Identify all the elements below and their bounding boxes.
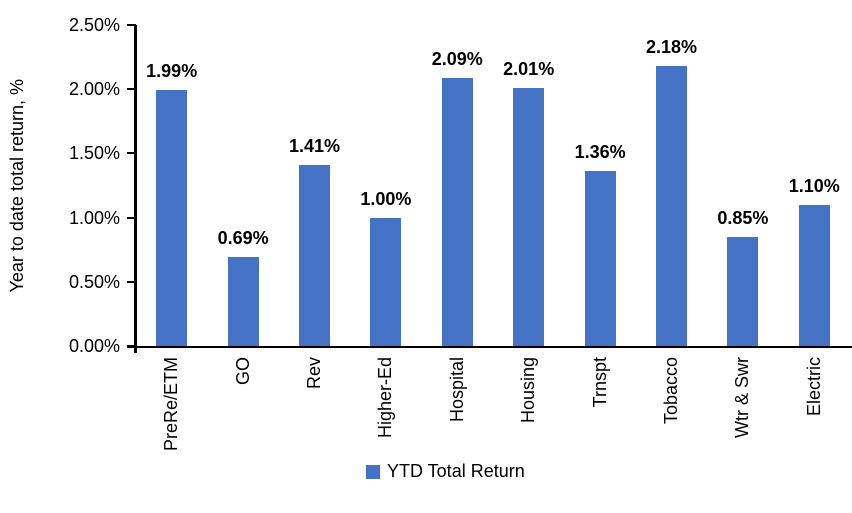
x-tick-label: Housing bbox=[518, 357, 539, 424]
bar-higher-ed bbox=[370, 217, 402, 346]
y-axis-line bbox=[134, 25, 137, 353]
bar-value-label: 2.18% bbox=[645, 37, 698, 58]
y-tick-mark bbox=[127, 24, 136, 26]
legend-label: YTD Total Return bbox=[387, 461, 525, 481]
y-tick-mark bbox=[127, 280, 136, 283]
y-tick-label: 0.50% bbox=[68, 271, 120, 292]
x-tick-label: Tobacco bbox=[661, 357, 681, 425]
bar-value-label: 0.69% bbox=[217, 228, 269, 249]
legend: YTD Total Return bbox=[366, 461, 525, 482]
bar-go bbox=[227, 257, 259, 346]
y-tick-label: 0.00% bbox=[68, 336, 120, 356]
x-tick-label: Rev bbox=[304, 357, 324, 390]
y-tick-label: 1.50% bbox=[68, 143, 120, 164]
y-axis-title-container: Year to date total return, % bbox=[2, 25, 32, 347]
x-tick-label: Electric bbox=[803, 357, 824, 417]
y-tick-mark bbox=[127, 216, 136, 219]
bar-value-label: 1.00% bbox=[360, 188, 412, 209]
bar-value-label: 1.99% bbox=[146, 61, 198, 82]
x-tick-label: Hospital bbox=[446, 357, 467, 423]
bar-housing bbox=[513, 87, 545, 346]
bar-hospital bbox=[441, 77, 473, 346]
y-tick-mark bbox=[127, 152, 136, 155]
bar-value-label: 1.10% bbox=[788, 175, 840, 196]
bar-value-label: 0.85% bbox=[717, 207, 769, 228]
y-tick-label: 2.50% bbox=[68, 15, 120, 35]
bar-value-label: 1.36% bbox=[574, 142, 626, 163]
bar-rev bbox=[299, 164, 330, 346]
x-tick-label: GO bbox=[232, 357, 253, 386]
x-tick-label: Higher-Ed bbox=[375, 357, 396, 439]
bar-trnspt bbox=[584, 171, 616, 346]
x-axis-line bbox=[127, 345, 852, 348]
plot-area bbox=[136, 25, 850, 346]
bar-value-label: 2.01% bbox=[503, 58, 555, 79]
x-tick-label: PreRe/ETM bbox=[161, 357, 182, 452]
bar-prere-etm bbox=[156, 90, 188, 346]
bar-electric bbox=[798, 204, 830, 346]
bar-value-label: 2.09% bbox=[431, 48, 483, 69]
x-tick-label: Wtr & Swr bbox=[732, 357, 753, 438]
legend-swatch bbox=[366, 464, 380, 479]
x-tick-label: Trnspt bbox=[589, 357, 610, 408]
y-tick-label: 1.00% bbox=[68, 207, 120, 228]
y-tick-mark bbox=[127, 88, 136, 91]
y-axis-title: Year to date total return, % bbox=[6, 79, 27, 293]
y-tick-label: 2.00% bbox=[68, 79, 120, 100]
bar-value-label: 1.41% bbox=[288, 135, 341, 156]
bar-tobacco bbox=[656, 66, 687, 346]
bar-wtr-swr bbox=[727, 236, 759, 346]
